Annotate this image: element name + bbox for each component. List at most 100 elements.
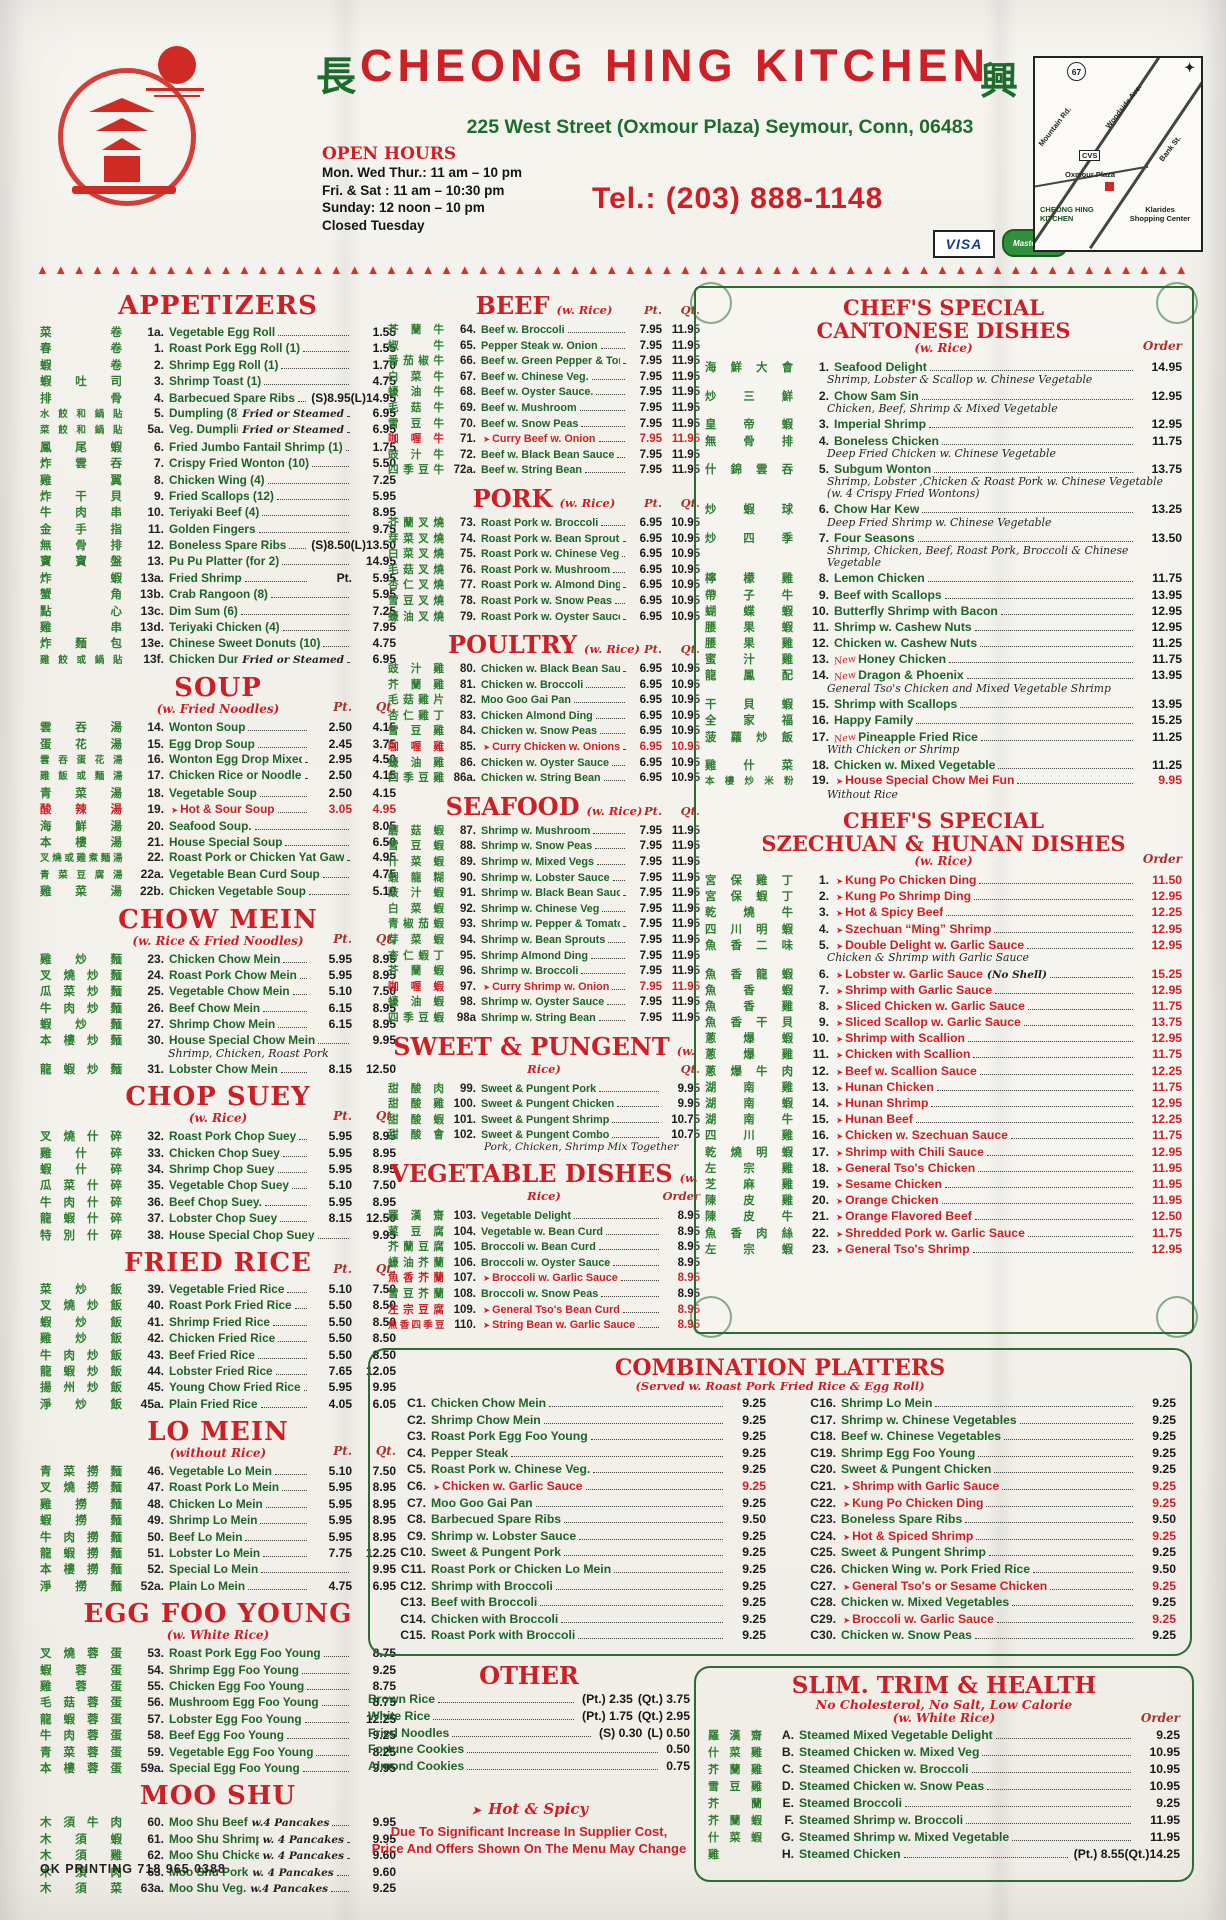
item-chinese: 本樓炒麵 bbox=[40, 1032, 128, 1048]
item-number: 45a. bbox=[140, 1396, 164, 1411]
item-name: Honey Chicken bbox=[858, 652, 947, 667]
price-column-labels: Pt. Qt. bbox=[624, 496, 700, 510]
item-chinese: 椒牛 bbox=[388, 338, 448, 353]
dot-leader bbox=[593, 1472, 723, 1474]
item-name: Roast Pork w. Oyster Sauce bbox=[481, 610, 620, 623]
cn-char: 炒 bbox=[705, 390, 717, 403]
item-chinese: 菜卷 bbox=[40, 324, 128, 340]
item-number: 27. bbox=[147, 1017, 164, 1032]
item-price-pt: 5.95 bbox=[328, 1529, 352, 1544]
dot-leader bbox=[292, 994, 307, 996]
item-number: 72a. bbox=[453, 464, 476, 477]
item-price: 9.25 bbox=[1152, 1445, 1176, 1460]
cn-char: 芽 bbox=[388, 934, 399, 946]
item-chinese: 左宗豆腐 bbox=[388, 1302, 448, 1317]
dot-leader bbox=[305, 761, 307, 763]
item-price: 8.95 bbox=[372, 1194, 396, 1209]
dot-leader bbox=[347, 415, 349, 417]
dot-leader bbox=[282, 564, 349, 566]
item-chinese: 木須肉 bbox=[40, 1864, 128, 1880]
printer-credit: OK PRINTING 718 965 0388 bbox=[40, 1862, 226, 1876]
item-price: 9.25 bbox=[742, 1628, 766, 1643]
cn-char: 丁 bbox=[781, 875, 793, 888]
item-number: B. bbox=[781, 1745, 794, 1759]
item-price: 11.95 bbox=[671, 840, 700, 853]
item-chinese: 蠔油牛 bbox=[388, 384, 448, 399]
price-column-label: Qt. bbox=[375, 1444, 396, 1459]
cn-char: 什 bbox=[743, 760, 755, 773]
cn-char: 叉 bbox=[40, 969, 52, 982]
cn-char: 二 bbox=[756, 939, 768, 952]
item-name: Shrimp with Scallion bbox=[845, 1031, 965, 1046]
cn-char: 飯 bbox=[110, 1382, 123, 1395]
dot-leader bbox=[574, 1217, 659, 1219]
menu-item: C13. Beef with Broccoli 9.25 bbox=[384, 1595, 766, 1612]
cn-char: 飯 bbox=[110, 1398, 123, 1411]
item-price-pt: 5.95 bbox=[328, 1480, 352, 1495]
item-chinese: 魚香二味 bbox=[705, 937, 799, 953]
item-name: Shredded Pork w. Garlic Sauce bbox=[845, 1225, 1025, 1240]
item-chinese: 本樓湯 bbox=[40, 834, 128, 850]
cn-char: 碎 bbox=[110, 1213, 123, 1226]
cn-char: 芥 bbox=[708, 1764, 719, 1776]
cn-char: 蘿 bbox=[730, 731, 742, 744]
menu-item: 龍鳳配 14. New Dragon & Phoenix 13.95 bbox=[705, 667, 1182, 683]
item-price: 12.95 bbox=[1151, 982, 1183, 997]
item-number: 78. bbox=[460, 594, 476, 607]
item-price: 8.95 bbox=[372, 505, 396, 520]
dot-leader bbox=[978, 1170, 1133, 1172]
cn-char: 丁 bbox=[781, 891, 793, 904]
item-chinese: 無骨排 bbox=[705, 433, 799, 449]
cn-char: 蝦 bbox=[40, 1515, 52, 1528]
item-name: Shrimp w. Chinese Veg bbox=[481, 902, 600, 915]
item-price: 8.25 bbox=[372, 1744, 396, 1759]
cn-char: 帝 bbox=[743, 419, 755, 432]
cn-char: 豆 bbox=[410, 1225, 422, 1238]
item-price: 8.50 bbox=[372, 1314, 396, 1329]
cn-char: 蛋 bbox=[110, 1713, 123, 1726]
cn-char: 花 bbox=[94, 754, 105, 766]
cn-char: 叉 bbox=[418, 532, 429, 545]
item-number: 10. bbox=[812, 1031, 829, 1046]
item-name: Shrimp w. Lobster Sauce bbox=[431, 1528, 577, 1543]
cn-char: 炒 bbox=[87, 1002, 99, 1015]
price-column-labels: Pt. Qt. bbox=[308, 1444, 396, 1458]
dot-leader bbox=[623, 618, 625, 620]
cn-char: 香 bbox=[730, 968, 742, 981]
spicy-icon: ➤ bbox=[836, 1196, 844, 1207]
item-number: 110. bbox=[454, 1319, 476, 1332]
item-description: Chicken, Beef, Shrimp & Mixed Vegetable bbox=[827, 401, 1058, 415]
menu-item: 芥蘭雞 81. Chicken w. Broccoli 6.95 10.95 bbox=[388, 677, 700, 693]
item-price-pt: 7.95 bbox=[639, 464, 662, 477]
menu-item: 雞炒麵 23. Chicken Chow Mein 5.95 8.95 bbox=[40, 951, 396, 967]
menu-item: 本樓湯 21. House Special Soup 6.50 bbox=[40, 834, 396, 850]
cn-char: 仁 bbox=[403, 579, 414, 592]
cn-char: 檬 bbox=[743, 573, 755, 586]
item-name: Chicken w. String Bean bbox=[481, 772, 601, 785]
cn-char: 雞 bbox=[781, 1162, 793, 1175]
item-chinese: 本樓撈麵 bbox=[40, 1561, 128, 1577]
item-name: Special Egg Foo Young bbox=[169, 1760, 300, 1775]
menu-item: 排骨 4. Barbecued Spare Ribs (S)8.95 (L)14.95 bbox=[40, 390, 396, 406]
item-price: 9.25 bbox=[1152, 1412, 1176, 1427]
cn-char: 什 bbox=[75, 1164, 87, 1177]
cn-char: 燒 bbox=[433, 563, 444, 576]
cn-char: 無 bbox=[40, 540, 52, 553]
item-note: w. 4 Pancakes bbox=[252, 1866, 334, 1879]
dot-leader bbox=[331, 1890, 349, 1892]
item-number: 14. bbox=[812, 668, 829, 683]
cn-char: 雪 bbox=[388, 594, 399, 607]
menu-item: 蝦撈麵 49. Shrimp Lo Mein 5.95 8.95 bbox=[40, 1512, 396, 1528]
cn-char: 炒 bbox=[744, 776, 754, 788]
cn-char: 菜 bbox=[75, 886, 87, 899]
item-price-pt: 6.95 bbox=[639, 663, 662, 676]
item-name: Fried Noodles bbox=[368, 1725, 450, 1740]
dot-leader bbox=[347, 1841, 349, 1843]
cn-char: 香 bbox=[743, 1000, 755, 1013]
item-price: 9.95 bbox=[372, 1227, 396, 1242]
spicy-icon: ➤ bbox=[836, 940, 844, 951]
item-price: 8.95 bbox=[372, 1129, 396, 1144]
cn-char: 貼 bbox=[112, 654, 123, 666]
item-price: 11.75 bbox=[1152, 998, 1182, 1013]
